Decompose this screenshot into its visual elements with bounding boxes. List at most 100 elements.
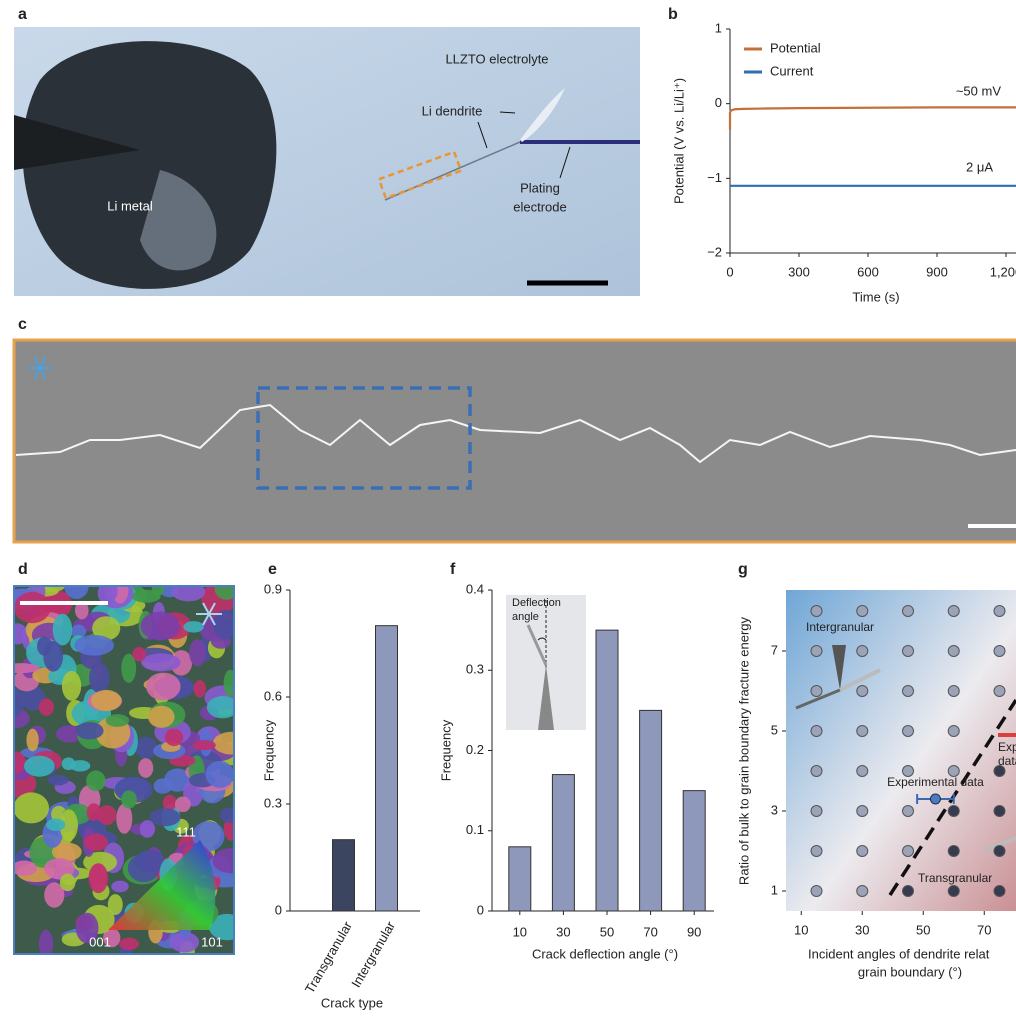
- photo-label: electrode: [513, 199, 566, 214]
- grain: [138, 758, 154, 778]
- x-tick-label: 600: [857, 264, 879, 279]
- x-tick-label: 50: [916, 922, 930, 937]
- grain: [149, 808, 181, 827]
- point: [947, 765, 960, 777]
- point: [947, 685, 960, 697]
- photo-label: LLZTO electrolyte: [445, 51, 548, 66]
- grain: [74, 601, 89, 620]
- grain: [46, 818, 66, 831]
- grain: [51, 842, 82, 862]
- point: [856, 845, 869, 857]
- grain: [84, 833, 109, 852]
- grain: [70, 624, 87, 639]
- x-tick-label: Transgranular: [302, 918, 356, 996]
- point: [856, 885, 869, 897]
- grain: [219, 807, 234, 823]
- grain: [74, 634, 115, 656]
- point: [902, 645, 914, 657]
- point: [947, 845, 960, 857]
- grain: [86, 803, 102, 822]
- grain: [14, 688, 25, 717]
- y-tick-label: 0: [715, 95, 722, 110]
- point: [810, 725, 823, 737]
- panel-label: a: [18, 6, 27, 23]
- point: [902, 685, 914, 697]
- grain: [121, 790, 137, 809]
- grain: [91, 689, 122, 712]
- grain: [121, 653, 137, 683]
- point: [993, 805, 1006, 817]
- y-tick-label: 5: [771, 722, 778, 737]
- y-axis-label: Frequency: [261, 719, 276, 781]
- photo-a: [14, 27, 640, 296]
- bar: [639, 709, 663, 912]
- grain: [14, 751, 26, 774]
- grain: [64, 586, 89, 599]
- point: [902, 605, 914, 617]
- grain: [26, 728, 39, 752]
- grain: [14, 663, 40, 674]
- grain: [153, 778, 173, 794]
- legend-label: Current: [770, 63, 814, 78]
- point: [856, 685, 869, 697]
- grain: [88, 863, 109, 894]
- point: [902, 885, 914, 897]
- point: [993, 645, 1006, 657]
- point: [993, 685, 1006, 697]
- grain: [111, 880, 129, 893]
- panel-label: d: [18, 561, 28, 578]
- grain: [37, 636, 53, 656]
- point: [993, 885, 1006, 897]
- annotation: 2 μA: [966, 159, 993, 174]
- grain: [214, 586, 234, 600]
- point: [810, 645, 823, 657]
- grain: [44, 882, 65, 908]
- grain: [70, 760, 91, 772]
- y-axis-label: Potential (V vs. Li/Li⁺): [671, 78, 686, 204]
- photo-label: Li dendrite: [422, 103, 483, 118]
- x-axis-label: Crack deflection angle (°): [532, 946, 678, 961]
- annotation: Exp: [998, 740, 1016, 754]
- corner-label: 001: [89, 934, 111, 949]
- x-tick-label: 70: [977, 922, 991, 937]
- grain: [107, 894, 123, 916]
- point: [993, 765, 1006, 777]
- x-tick-label: 50: [600, 924, 614, 939]
- grain: [24, 755, 55, 777]
- grain: [131, 589, 161, 603]
- grain: [14, 860, 38, 876]
- point: [902, 845, 914, 857]
- y-tick-label: 0.3: [466, 662, 484, 677]
- bar: [595, 629, 619, 912]
- x-tick-label: 90: [687, 924, 701, 939]
- bar: [551, 774, 575, 912]
- point: [947, 885, 960, 897]
- x-tick-label: 10: [794, 922, 808, 937]
- point: [947, 605, 960, 617]
- point: [810, 885, 823, 897]
- y-tick-label: 0.1: [466, 822, 484, 837]
- x-axis-label: grain boundary (°): [858, 964, 962, 979]
- grain: [116, 803, 133, 834]
- grain: [75, 722, 104, 740]
- x-tick-label: Intergranular: [348, 918, 398, 990]
- panel-label: e: [268, 561, 277, 578]
- grain: [169, 931, 200, 953]
- annotation: data: [998, 754, 1016, 768]
- annotation: Experimental data: [887, 775, 984, 789]
- point: [810, 805, 823, 817]
- grain: [103, 928, 121, 948]
- x-axis-label: Incident angles of dendrite relat: [808, 946, 990, 961]
- point: [810, 765, 823, 777]
- panel-label: g: [738, 561, 748, 578]
- y-tick-label: −2: [707, 244, 722, 259]
- grain: [14, 792, 50, 824]
- annotation: Transgranular: [918, 871, 992, 885]
- point: [902, 805, 914, 817]
- y-tick-label: 0: [275, 902, 282, 917]
- grain: [140, 611, 180, 641]
- y-tick-label: 0.2: [466, 742, 484, 757]
- grain: [38, 698, 54, 716]
- x-tick-label: 900: [926, 264, 948, 279]
- micrograph-c: [12, 338, 1016, 544]
